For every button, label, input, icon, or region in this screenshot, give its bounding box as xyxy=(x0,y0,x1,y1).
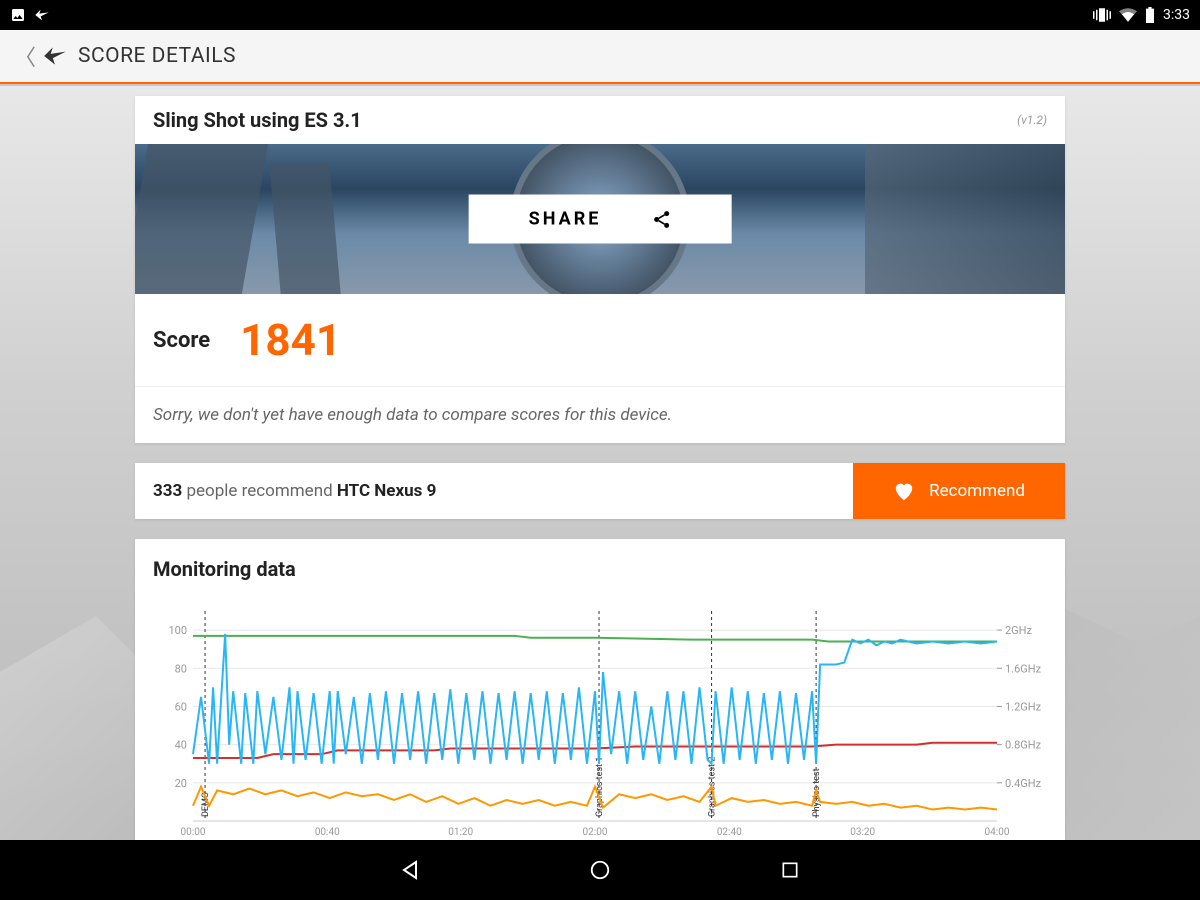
svg-text:2GHz: 2GHz xyxy=(1005,624,1033,637)
bird-icon xyxy=(34,7,50,23)
svg-text:20: 20 xyxy=(175,777,187,790)
svg-text:1.6GHz: 1.6GHz xyxy=(1005,662,1042,675)
svg-text:0.8GHz: 0.8GHz xyxy=(1005,739,1042,752)
svg-text:04:00: 04:00 xyxy=(985,827,1010,838)
svg-text:00:40: 00:40 xyxy=(315,827,340,838)
android-status-bar: 3:33 xyxy=(0,0,1200,30)
monitoring-title: Monitoring data xyxy=(153,557,1047,581)
heart-icon xyxy=(893,481,915,501)
recommend-text: 333 people recommend HTC Nexus 9 xyxy=(135,463,853,519)
vibrate-icon xyxy=(1093,8,1111,22)
android-nav-bar xyxy=(0,840,1200,900)
recommend-button[interactable]: Recommend xyxy=(853,463,1065,519)
benchmark-version: (v1.2) xyxy=(1017,113,1047,127)
nav-recent-button[interactable] xyxy=(775,855,805,885)
recommend-count: 333 xyxy=(153,481,182,501)
hero-image: SHARE xyxy=(135,144,1065,294)
compare-message: Sorry, we don't yet have enough data to … xyxy=(135,387,1065,443)
svg-text:60: 60 xyxy=(175,700,187,713)
share-icon xyxy=(651,209,671,229)
status-time: 3:33 xyxy=(1163,7,1190,23)
svg-text:01:20: 01:20 xyxy=(448,827,473,838)
app-bar: 〈 SCORE DETAILS xyxy=(0,30,1200,84)
content-scroll[interactable]: Sling Shot using ES 3.1 (v1.2) SHARE Sco… xyxy=(0,86,1200,840)
image-icon xyxy=(10,7,26,23)
svg-text:0.4GHz: 0.4GHz xyxy=(1005,777,1042,790)
wifi-icon xyxy=(1119,8,1137,22)
back-chevron-icon[interactable]: 〈 xyxy=(14,40,36,72)
recommend-device: HTC Nexus 9 xyxy=(337,481,436,501)
svg-text:40: 40 xyxy=(175,739,187,752)
share-button[interactable]: SHARE xyxy=(469,195,732,244)
svg-text:02:00: 02:00 xyxy=(583,827,608,838)
share-button-label: SHARE xyxy=(529,209,602,230)
score-value: 1841 xyxy=(240,314,341,366)
svg-text:80: 80 xyxy=(175,662,187,675)
svg-text:100: 100 xyxy=(168,624,187,637)
svg-text:03:20: 03:20 xyxy=(850,827,875,838)
benchmark-title: Sling Shot using ES 3.1 xyxy=(153,108,362,132)
app-logo-icon xyxy=(42,43,68,69)
score-card: Sling Shot using ES 3.1 (v1.2) SHARE Sco… xyxy=(135,96,1065,443)
svg-text:1.2GHz: 1.2GHz xyxy=(1005,700,1042,713)
recommend-button-label: Recommend xyxy=(929,481,1025,501)
score-label: Score xyxy=(153,328,210,353)
recommend-bar: 333 people recommend HTC Nexus 9 Recomme… xyxy=(135,463,1065,519)
battery-icon xyxy=(1145,7,1155,23)
monitoring-card: Monitoring data 20 40 60 80 100 0.4GHz 0.8GHz 1… xyxy=(135,539,1065,840)
svg-text:00:00: 00:00 xyxy=(181,827,206,838)
nav-back-button[interactable] xyxy=(395,855,425,885)
nav-home-button[interactable] xyxy=(585,855,615,885)
svg-text:02:40: 02:40 xyxy=(717,827,742,838)
app-bar-title: SCORE DETAILS xyxy=(78,44,236,68)
monitoring-chart: 20 40 60 80 100 0.4GHz 0.8GHz 1.2GHz 1.6GHz 2GHz 0… xyxy=(153,601,1047,840)
